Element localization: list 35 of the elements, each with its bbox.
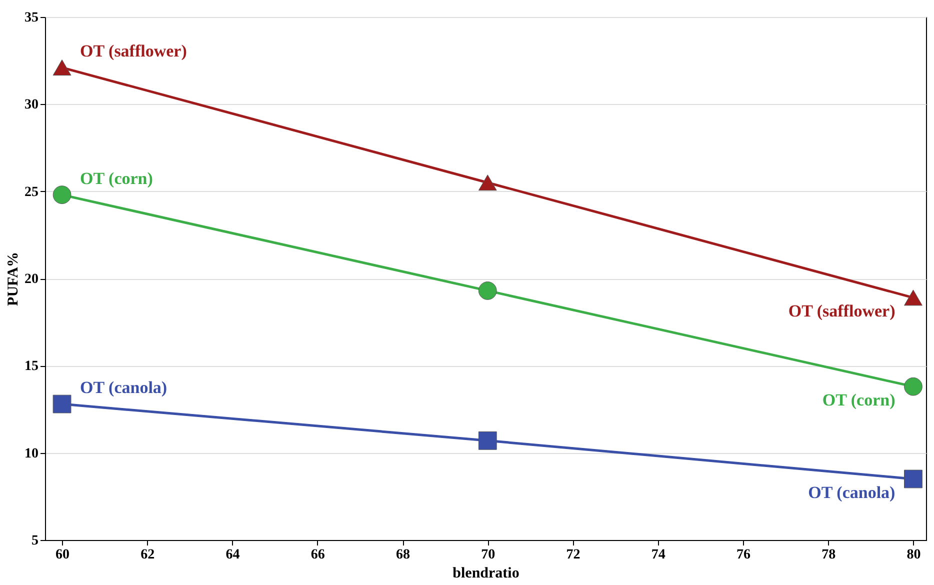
x-tick-label: 70 (481, 548, 496, 562)
x-tick-label: 76 (736, 548, 750, 562)
y-tick-label: 5 (32, 534, 38, 548)
point (904, 377, 922, 396)
y-tick-label: 25 (24, 184, 38, 200)
x-tick-label: 64 (226, 548, 240, 562)
text: OT (safflower) (80, 42, 187, 61)
series-label: OT (canola) (808, 482, 896, 502)
series-label: OT (corn) (822, 390, 896, 410)
y-tick-label: 30 (24, 98, 38, 113)
point (904, 290, 922, 306)
point (478, 282, 497, 300)
x-tick-label: 60 (56, 548, 70, 562)
y-tick-label: 20 (24, 272, 38, 287)
point (478, 174, 497, 191)
x-axis-title: blendratio (452, 566, 520, 582)
point (478, 431, 497, 450)
y-axis-title: PUFA% (6, 252, 22, 306)
text: OT (corn) (80, 168, 153, 188)
point (52, 394, 72, 414)
text: OT (canola) (80, 378, 168, 398)
point (52, 186, 72, 204)
series-label: OT (safflower) (788, 302, 896, 321)
x-tick-label: 80 (906, 548, 921, 562)
x-tick-label: 62 (140, 548, 155, 562)
x-tick-label: 68 (396, 548, 410, 562)
x-tick-label: 66 (310, 548, 325, 562)
x-tick-label: 74 (651, 548, 666, 562)
point (904, 470, 922, 488)
y-tick-label: 10 (24, 446, 38, 462)
point (52, 60, 72, 76)
x-tick-label: 78 (822, 548, 836, 562)
x-tick-label: 72 (566, 548, 580, 562)
y-tick-label: 35 (24, 10, 38, 26)
y-tick-label: 15 (24, 359, 38, 374)
